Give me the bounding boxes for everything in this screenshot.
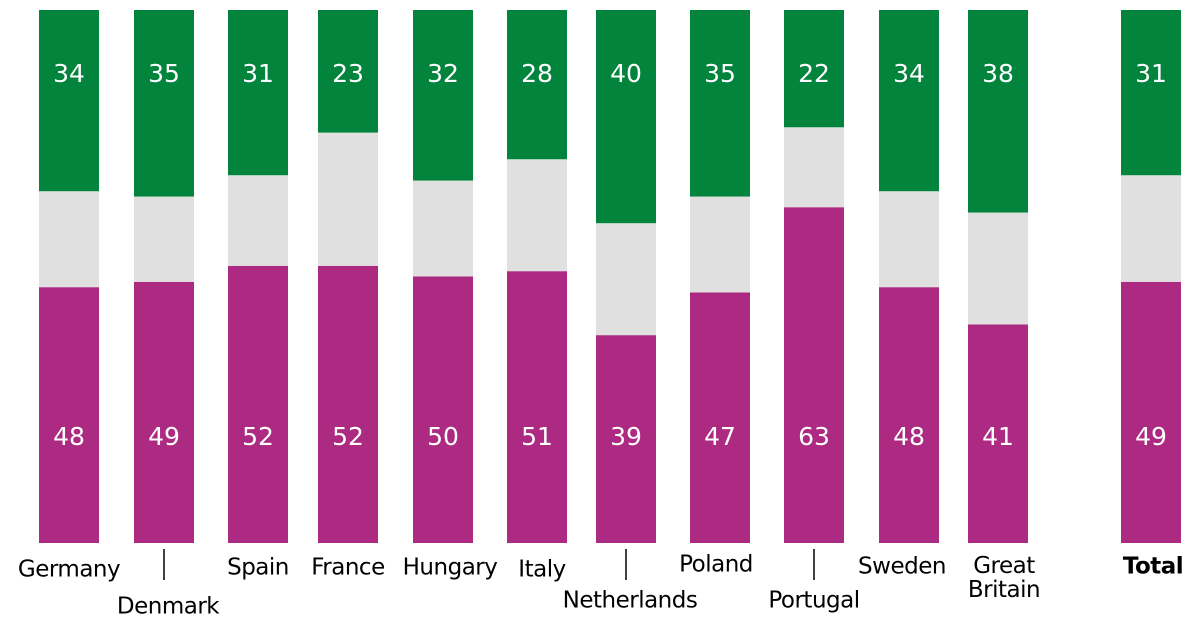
bar-segment (413, 276, 473, 543)
data-label: 48 (893, 422, 925, 451)
bar-segment (596, 223, 656, 336)
bar-segment (968, 212, 1028, 325)
data-label: 28 (521, 59, 553, 88)
category-label: Italy (518, 557, 565, 583)
data-label: 49 (148, 422, 180, 451)
data-label: 50 (427, 422, 459, 451)
bar-segment (507, 271, 567, 543)
bar-segment (134, 281, 194, 543)
bar-segment (413, 10, 473, 181)
data-label: 34 (893, 59, 925, 88)
data-label: 31 (242, 59, 274, 88)
data-label: 51 (521, 422, 553, 451)
bar-segment (968, 10, 1028, 213)
bar-segment (134, 196, 194, 282)
bar-segment (39, 287, 99, 543)
bar-segment (690, 10, 750, 197)
bar-segment (228, 10, 288, 176)
data-label: 35 (148, 59, 180, 88)
data-label: 49 (1135, 422, 1167, 451)
bar-segment (318, 132, 378, 266)
bar-segment (879, 10, 939, 192)
data-label: 63 (798, 422, 830, 451)
category-label: Spain (227, 555, 289, 581)
data-label: 47 (704, 422, 736, 451)
bar-segment (39, 191, 99, 288)
bar-segment (228, 175, 288, 266)
data-label: 38 (982, 59, 1014, 88)
category-label: Denmark (117, 594, 220, 619)
category-label: Netherlands (563, 588, 698, 614)
category-label: France (311, 555, 384, 581)
category-label: Poland (679, 552, 753, 578)
category-label: Great Britain (968, 553, 1040, 603)
data-label: 40 (610, 59, 642, 88)
bar-segment (690, 196, 750, 293)
data-label: 31 (1135, 59, 1167, 88)
bar-segment (507, 159, 567, 272)
data-label: 52 (332, 422, 364, 451)
bar-segment (39, 10, 99, 192)
data-label: 52 (242, 422, 274, 451)
bar-segment (1121, 175, 1181, 282)
data-label: 22 (798, 59, 830, 88)
category-label: Hungary (403, 555, 498, 581)
bar-segment (318, 265, 378, 543)
bar-segment (784, 10, 844, 128)
category-label: Total (1123, 554, 1183, 580)
bar-segment (318, 10, 378, 133)
category-label: Portugal (768, 588, 859, 614)
data-label: 39 (610, 422, 642, 451)
bar-segment (879, 191, 939, 288)
bar-segment (879, 287, 939, 543)
data-label: 41 (982, 422, 1014, 451)
category-label: Germany (18, 557, 120, 583)
bar-segment (413, 180, 473, 277)
bar-segment (228, 265, 288, 543)
data-label: 35 (704, 59, 736, 88)
data-label: 34 (53, 59, 85, 88)
bar-segment (784, 207, 844, 543)
bar-segment (134, 10, 194, 197)
data-label: 23 (332, 59, 364, 88)
bar-segment (596, 335, 656, 543)
bar-segment (1121, 10, 1181, 176)
category-label: Sweden (858, 554, 946, 580)
bar-segment (968, 324, 1028, 543)
data-label: 32 (427, 59, 459, 88)
bar-segment (1121, 281, 1181, 543)
bar-segment (596, 10, 656, 224)
bar-segment (507, 10, 567, 160)
bar-segment (784, 127, 844, 208)
bar-segment (690, 292, 750, 543)
data-label: 48 (53, 422, 85, 451)
